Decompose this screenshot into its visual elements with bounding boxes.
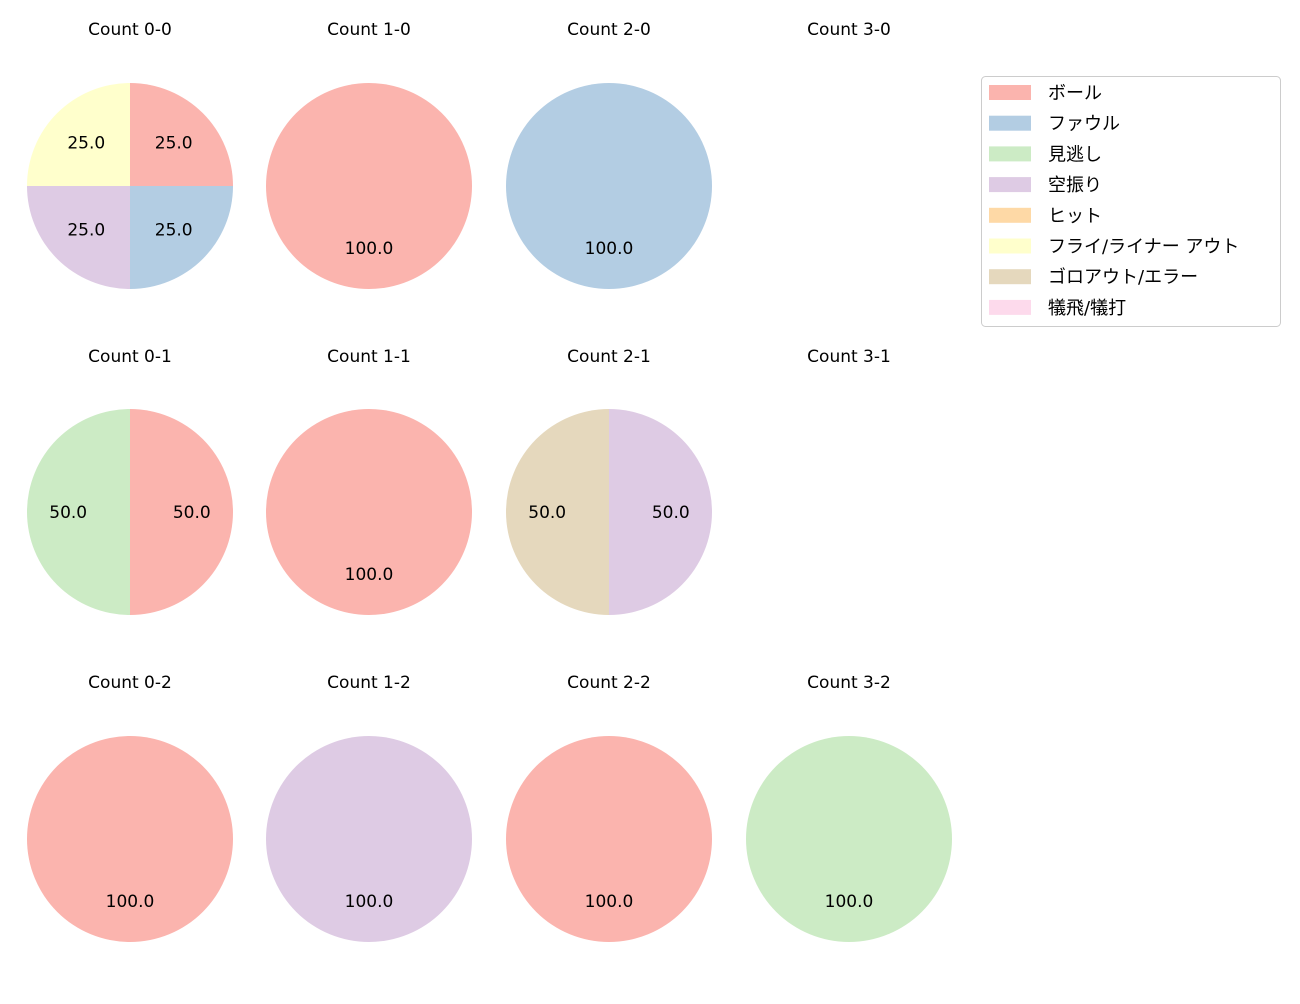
pie-count-2-1: Count 2-1 50.0 50.0	[506, 347, 712, 615]
pie-count-2-0: Count 2-0 100.0	[506, 20, 712, 289]
legend-item: 見逃し	[989, 144, 1102, 165]
pie-slice	[506, 409, 609, 615]
legend-frame	[981, 76, 1281, 327]
pie-slice	[266, 83, 472, 289]
pie-title: Count 1-2	[327, 673, 411, 693]
legend-swatch	[989, 177, 1031, 193]
pie-slice	[27, 186, 130, 289]
legend-label: 犠飛/犠打	[1048, 298, 1126, 319]
pie-slice	[266, 409, 472, 615]
pie-title: Count 0-0	[88, 20, 172, 40]
pie-slice	[27, 409, 130, 615]
slice-label: 100.0	[106, 892, 155, 912]
pie-title: Count 3-1	[807, 347, 891, 367]
pie-title: Count 2-1	[567, 347, 651, 367]
legend-swatch	[989, 207, 1031, 223]
pie-count-3-2: Count 3-2 100.0	[746, 673, 952, 942]
slice-label: 50.0	[652, 503, 690, 523]
legend-label: 見逃し	[1048, 144, 1102, 165]
pie-count-2-2: Count 2-2 100.0	[506, 673, 712, 942]
legend-label: ゴロアウト/エラー	[1048, 267, 1198, 288]
legend-item: 空振り	[989, 175, 1102, 196]
pie-count-3-1: Count 3-1	[807, 347, 891, 367]
pie-count-3-0: Count 3-0	[807, 20, 891, 40]
slice-label: 100.0	[345, 892, 394, 912]
slice-label: 100.0	[585, 239, 634, 259]
pie-title: Count 0-2	[88, 673, 172, 693]
pie-slice	[609, 409, 712, 615]
legend-label: 空振り	[1048, 175, 1102, 196]
pie-slice	[266, 736, 472, 942]
pie-title: Count 1-1	[327, 347, 411, 367]
legend-label: フライ/ライナー アウト	[1048, 237, 1239, 258]
pie-title: Count 3-2	[807, 673, 891, 693]
pie-title: Count 0-1	[88, 347, 172, 367]
slice-label: 100.0	[585, 892, 634, 912]
slice-label: 50.0	[528, 503, 566, 523]
pie-count-1-1: Count 1-1 100.0	[266, 347, 472, 615]
legend-item: ボール	[989, 83, 1102, 104]
pie-count-0-0: Count 0-0 25.0 25.0 25.0 25.0	[27, 20, 233, 289]
legend-label: ファウル	[1048, 114, 1120, 135]
pie-slice	[130, 83, 233, 186]
slice-label: 50.0	[173, 503, 211, 523]
legend-swatch	[989, 85, 1031, 100]
legend-item: フライ/ライナー アウト	[989, 237, 1239, 258]
pie-slice	[746, 736, 952, 942]
slice-label: 25.0	[155, 133, 193, 153]
legend-label: ボール	[1048, 83, 1102, 104]
pie-count-0-1: Count 0-1 50.0 50.0	[27, 347, 233, 615]
pie-slice	[130, 409, 233, 615]
pie-slice	[506, 83, 712, 289]
pie-title: Count 2-2	[567, 673, 651, 693]
pie-slice	[130, 186, 233, 289]
pie-slice	[27, 83, 130, 186]
legend-swatch	[989, 238, 1031, 254]
legend-swatch	[989, 115, 1031, 131]
legend-label: ヒット	[1048, 206, 1102, 227]
slice-label: 100.0	[825, 892, 874, 912]
pie-count-1-0: Count 1-0 100.0	[266, 20, 472, 289]
pie-slice	[27, 736, 233, 942]
legend-swatch	[989, 269, 1031, 285]
slice-label: 25.0	[155, 221, 193, 241]
legend-swatch	[989, 299, 1031, 315]
legend-swatch	[989, 146, 1031, 162]
pie-title: Count 3-0	[807, 20, 891, 40]
pie-slice	[506, 736, 712, 942]
legend-item: ファウル	[989, 114, 1120, 135]
legend-item: 犠飛/犠打	[989, 298, 1126, 319]
pie-count-0-2: Count 0-2 100.0	[27, 673, 233, 942]
slice-label: 25.0	[67, 133, 105, 153]
pie-count-1-2: Count 1-2 100.0	[266, 673, 472, 942]
legend-item: ゴロアウト/エラー	[989, 267, 1198, 288]
slice-label: 100.0	[345, 239, 394, 259]
slice-label: 50.0	[49, 503, 87, 523]
slice-label: 25.0	[67, 221, 105, 241]
slice-label: 100.0	[345, 565, 394, 585]
pie-title: Count 1-0	[327, 20, 411, 40]
pie-title: Count 2-0	[567, 20, 651, 40]
legend-item: ヒット	[989, 206, 1102, 227]
